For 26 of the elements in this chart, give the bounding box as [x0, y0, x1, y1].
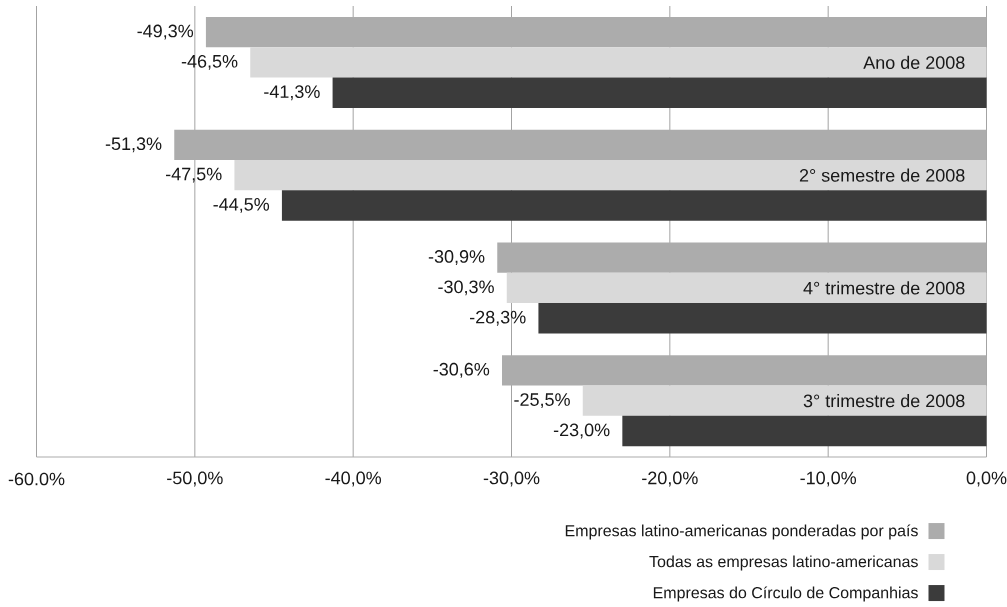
data-label: -28,3%: [469, 310, 526, 326]
data-label: -30,6%: [433, 362, 490, 378]
y-tick-label: Ano de 2008: [863, 55, 965, 69]
legend-label: Empresas do Círculo de Companhias: [653, 586, 918, 602]
legend-label: Empresas latino-americanas ponderadas por país: [565, 524, 918, 540]
data-label: -51,3%: [105, 137, 162, 153]
y-tick-label: 3° trimestre de 2008: [803, 394, 965, 408]
data-label: -46,5%: [181, 54, 238, 70]
x-tick-label: -20,0%: [642, 471, 698, 487]
x-tick-label: -40,0%: [325, 471, 382, 487]
x-tick-label: 0,0%: [966, 471, 1007, 487]
y-tick-label: 2° semestre de 2008: [799, 168, 965, 182]
data-label: -49,3%: [137, 24, 194, 40]
data-label: -30,3%: [438, 280, 494, 296]
data-label: -25,5%: [514, 393, 570, 409]
legend-label: Todas as empresas latino-americanas: [649, 555, 918, 571]
y-tick-label: 4° trimestre de 2008: [803, 281, 965, 295]
x-tick-label: -60.0%: [8, 472, 65, 486]
x-tick-label: -30,0%: [483, 471, 540, 487]
data-label: -30,9%: [428, 250, 485, 265]
data-label: -44,5%: [213, 198, 270, 213]
data-label: -41,3%: [264, 85, 320, 101]
x-tick-label: -50,0%: [167, 471, 223, 487]
data-label: -23,0%: [553, 423, 610, 439]
data-label: -47,5%: [165, 167, 222, 183]
x-tick-label: -10,0%: [800, 471, 857, 487]
